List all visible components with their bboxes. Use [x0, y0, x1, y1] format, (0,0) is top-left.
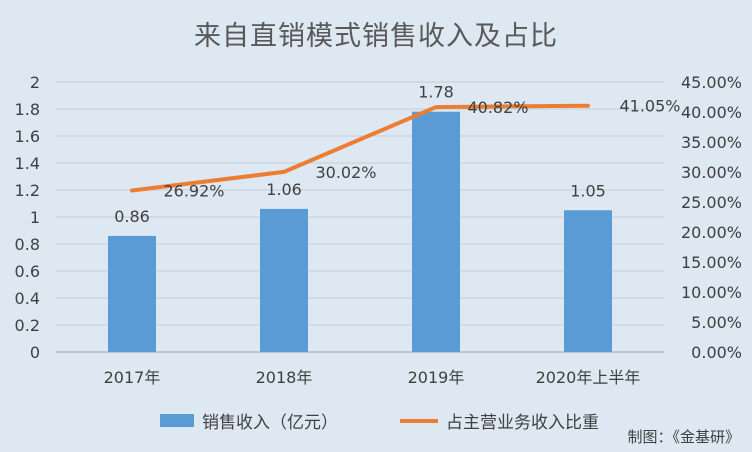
y-left-tick-label: 1.4: [15, 154, 40, 173]
y-right-tick-label: 15.00%: [681, 253, 742, 272]
y-right-tick-label: 10.00%: [681, 283, 742, 302]
y-right-tick-label: 25.00%: [681, 193, 742, 212]
bar-data-label: 1.78: [418, 83, 454, 102]
y-right-tick-label: 5.00%: [691, 313, 742, 332]
x-tick-label: 2019年: [408, 368, 465, 387]
credit-text: 制图：《金基研》: [627, 428, 740, 446]
bar: [260, 208, 308, 352]
bar-data-label: 0.86: [114, 207, 150, 226]
y-right-tick-label: 45.00%: [681, 73, 742, 92]
y-left-tick-label: 0: [30, 343, 40, 362]
legend-label-bar: 销售收入（亿元）: [202, 413, 338, 433]
y-right-tick-label: 35.00%: [681, 133, 742, 152]
legend-label-line: 占主营业务收入比重: [446, 413, 599, 433]
bar: [564, 210, 612, 352]
y-left-tick-label: 0.4: [15, 289, 40, 308]
series-line: [130, 103, 590, 193]
y-left-tick-label: 1.6: [15, 127, 40, 146]
bar-data-label: 1.06: [266, 180, 302, 199]
legend-swatch-line: [400, 418, 438, 423]
x-tick-label: 2020年上半年: [536, 368, 641, 387]
bar: [412, 111, 460, 352]
chart-legend: 销售收入（亿元） 占主营业务收入比重: [0, 408, 752, 433]
bar-data-label: 1.05: [570, 181, 606, 200]
bar: [108, 235, 156, 352]
y-right-tick-label: 30.00%: [681, 163, 742, 182]
legend-item-bar: 销售收入（亿元）: [160, 408, 338, 433]
chart-title: 来自直销模式销售收入及占比: [194, 21, 558, 52]
y-left-tick-label: 0.8: [15, 235, 40, 254]
x-tick-label: 2017年: [104, 368, 161, 387]
y-right-tick-label: 20.00%: [681, 223, 742, 242]
y-left-tick-label: 1.2: [15, 181, 40, 200]
line-data-label: 40.82%: [467, 98, 528, 117]
y-left-tick-label: 1.8: [15, 100, 40, 119]
y-left-tick-label: 0.2: [15, 316, 40, 335]
line-data-label: 41.05%: [619, 97, 680, 116]
y-right-tick-label: 40.00%: [681, 103, 742, 122]
x-tick-label: 2018年: [256, 368, 313, 387]
line-data-label: 30.02%: [315, 163, 376, 182]
legend-item-line: 占主营业务收入比重: [400, 408, 599, 433]
y-left-tick-label: 0.6: [15, 262, 40, 281]
y-left-tick-label: 1: [30, 208, 40, 227]
y-left-tick-label: 2: [30, 73, 40, 92]
legend-swatch-bar: [160, 414, 194, 427]
y-right-tick-label: 0.00%: [691, 343, 742, 362]
line-data-label: 26.92%: [163, 181, 224, 200]
